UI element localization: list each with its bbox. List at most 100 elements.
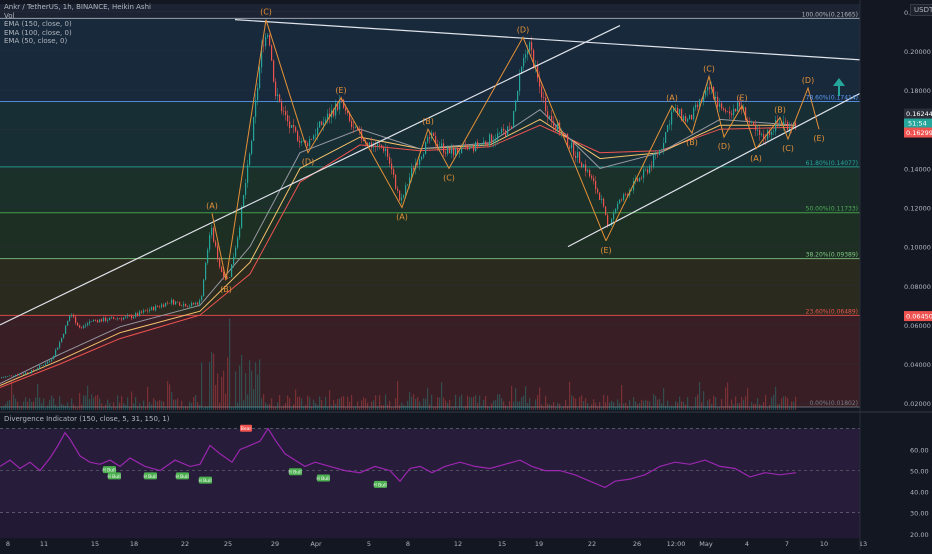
- volume-bar: [147, 386, 149, 410]
- candle-body: [61, 337, 63, 343]
- candle-body: [577, 151, 579, 158]
- candle-body: [209, 235, 211, 250]
- volume-bar: [91, 394, 93, 410]
- candle-body: [691, 114, 693, 120]
- volume-bar: [7, 401, 9, 410]
- volume-bar: [613, 402, 615, 410]
- volume-bar: [249, 360, 251, 410]
- volume-bar: [63, 404, 65, 410]
- volume-bar: [9, 400, 11, 410]
- candle-body: [151, 307, 153, 310]
- candle-body: [463, 145, 465, 146]
- volume-bar: [623, 403, 625, 410]
- volume-bar: [729, 405, 731, 410]
- candle-body: [309, 139, 311, 147]
- legend-ema50[interactable]: EMA (50, close, 0): [4, 37, 68, 46]
- candle-body: [729, 111, 731, 114]
- candle-body: [765, 139, 767, 140]
- candle-body: [387, 148, 389, 157]
- candle-body: [589, 170, 591, 177]
- candle-body: [247, 164, 249, 183]
- candle-body: [713, 86, 715, 99]
- candle-body: [147, 310, 149, 312]
- signal-label: H Bull: [373, 482, 386, 488]
- candle-body: [565, 133, 567, 135]
- volume-bar: [215, 384, 217, 410]
- volume-bar: [441, 382, 443, 410]
- legend-ema150[interactable]: EMA (150, close, 0): [4, 20, 72, 29]
- volume-bar: [233, 407, 235, 410]
- candle-body: [505, 130, 507, 137]
- candle-body: [445, 152, 447, 154]
- candle-body: [553, 121, 555, 127]
- candle-body: [507, 126, 509, 137]
- volume-bar: [99, 398, 101, 410]
- candle-body: [133, 316, 135, 319]
- candle-body: [685, 116, 687, 122]
- candle-body: [143, 310, 145, 313]
- candle-body: [45, 363, 47, 365]
- candle-body: [401, 197, 403, 201]
- volume-bar: [689, 407, 691, 410]
- wave-label: (E): [736, 94, 747, 103]
- volume-bar: [731, 399, 733, 410]
- volume-bar: [245, 373, 247, 410]
- volume-bar: [671, 405, 673, 410]
- symbol-title[interactable]: Ankr / TetherUS, 1h, BINANCE, Heikin Ash…: [4, 3, 151, 11]
- candle-body: [223, 272, 225, 277]
- wave-label: (A): [396, 212, 408, 221]
- candle-body: [775, 119, 777, 132]
- candle-body: [719, 103, 721, 107]
- candle-body: [321, 121, 323, 126]
- candle-body: [485, 141, 487, 144]
- volume-bar: [227, 357, 229, 410]
- legend-ema100[interactable]: EMA (100, close, 0): [4, 28, 72, 37]
- volume-bar: [79, 392, 81, 410]
- volume-bar: [723, 406, 725, 410]
- volume-bar: [683, 401, 685, 410]
- volume-bar: [341, 396, 343, 410]
- volume-bar: [67, 402, 69, 410]
- legend-vol[interactable]: Vol: [4, 11, 15, 20]
- candle-body: [475, 142, 477, 152]
- volume-bar: [505, 405, 507, 410]
- candle-body: [249, 153, 251, 165]
- candle-body: [515, 100, 517, 111]
- indicator-title[interactable]: Divergence Indicator (150, close, 5, 31,…: [4, 415, 170, 423]
- volume-bar: [253, 389, 255, 410]
- volume-bar: [601, 406, 603, 410]
- volume-bar: [159, 400, 161, 410]
- volume-bar: [359, 406, 361, 410]
- volume-bar: [733, 404, 735, 410]
- candle-body: [69, 315, 71, 321]
- volume-bar: [289, 397, 291, 410]
- volume-bar: [135, 396, 137, 410]
- up-arrow-icon: [833, 78, 845, 96]
- candle-body: [97, 320, 99, 323]
- volume-bar: [669, 406, 671, 410]
- currency-label[interactable]: USDT: [910, 4, 932, 16]
- candle-body: [749, 120, 751, 123]
- candle-body: [369, 142, 371, 146]
- candle-body: [671, 111, 673, 125]
- volume-bar: [93, 397, 95, 410]
- volume-bar: [1, 406, 3, 410]
- volume-bar: [291, 406, 293, 410]
- candle-body: [145, 310, 147, 312]
- volume-bar: [685, 404, 687, 410]
- volume-bar: [385, 394, 387, 410]
- candle-body: [407, 184, 409, 186]
- time-tick-label: 12: [454, 540, 462, 548]
- fib-level-label: 23.60%(0.06489): [806, 308, 858, 315]
- volume-bar: [43, 398, 45, 410]
- candle-body: [275, 81, 277, 97]
- candle-body: [25, 372, 27, 374]
- volume-bar: [237, 402, 239, 410]
- volume-bar: [401, 402, 403, 410]
- volume-bar: [767, 406, 769, 410]
- bull-signal-badge: [317, 474, 330, 482]
- volume-bar: [747, 387, 749, 410]
- volume-bar: [419, 401, 421, 410]
